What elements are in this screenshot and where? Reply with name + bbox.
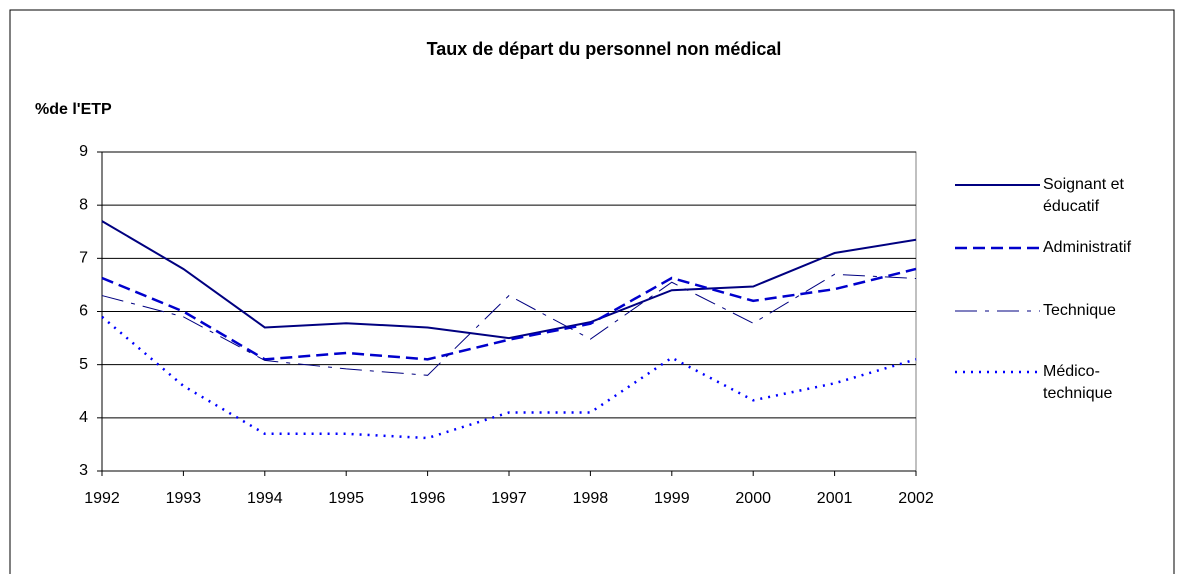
x-tick-label: 2000	[735, 490, 771, 507]
series-line	[101, 220, 917, 340]
x-tick-label: 1996	[410, 490, 446, 507]
legend-label: Administratif	[1043, 239, 1132, 256]
legend-label: Soignant et éducatif	[1043, 176, 1124, 215]
x-tick-label: 1998	[573, 490, 609, 507]
chart-title: Taux de départ du personnel non médical	[427, 39, 782, 59]
legend-label: Technique	[1043, 302, 1116, 319]
legend-label: Médico-technique	[1043, 363, 1113, 402]
y-tick-label: 8	[79, 196, 88, 213]
series-line	[101, 315, 917, 440]
y-axis-label: %de l'ETP	[35, 101, 112, 118]
x-tick-label: 1992	[84, 490, 120, 507]
y-tick-label: 7	[79, 250, 88, 267]
chart-frame	[9, 9, 1175, 574]
y-tick-label: 9	[79, 143, 88, 160]
x-tick-label: 1997	[491, 490, 527, 507]
series-line	[101, 267, 917, 361]
y-tick-label: 4	[79, 409, 88, 426]
x-tick-label: 1995	[328, 490, 364, 507]
y-tick-label: 6	[79, 303, 88, 320]
x-tick-label: 1993	[166, 490, 202, 507]
x-tick-label: 2002	[898, 490, 934, 507]
y-tick-label: 3	[79, 462, 88, 479]
x-tick-label: 1999	[654, 490, 690, 507]
series-line	[101, 273, 917, 376]
y-tick-label: 5	[79, 356, 88, 373]
x-tick-label: 2001	[817, 490, 853, 507]
x-tick-label: 1994	[247, 490, 283, 507]
